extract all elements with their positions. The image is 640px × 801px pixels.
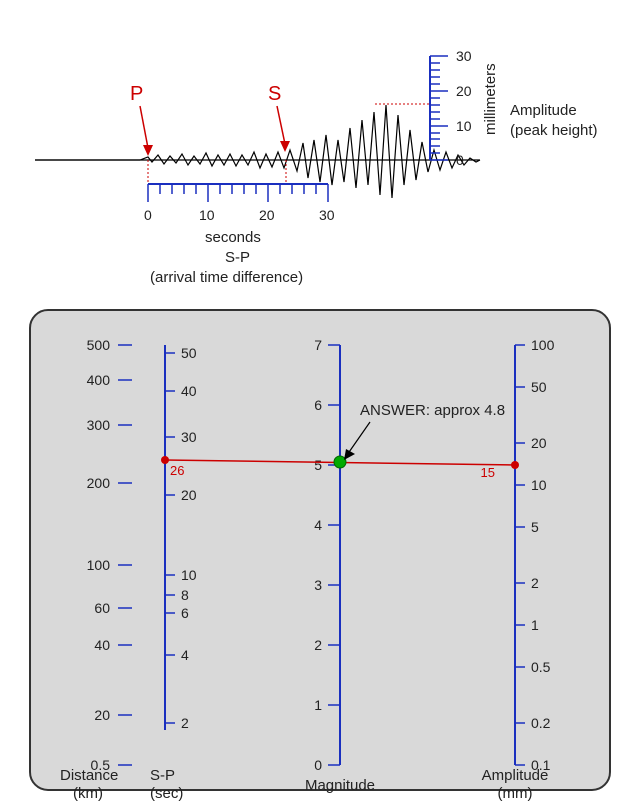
seconds-label: seconds	[205, 229, 261, 246]
svg-text:10: 10	[181, 567, 197, 583]
mm-axis: 0 10 20 30 millimeters	[430, 48, 499, 168]
seconds-axis: 0 10 20 30 seconds S-P (arrival time dif…	[144, 184, 335, 286]
sp-axis-label: S-P	[150, 767, 175, 784]
svg-text:40: 40	[181, 383, 197, 399]
s-wave-label: S	[268, 83, 281, 105]
amplitude-sublabel: (peak height)	[510, 122, 598, 139]
answer-text: ANSWER: approx 4.8	[360, 402, 505, 419]
svg-text:0.2: 0.2	[531, 715, 551, 731]
svg-text:400: 400	[87, 372, 111, 388]
svg-text:0: 0	[456, 152, 464, 168]
svg-text:5: 5	[531, 519, 539, 535]
svg-text:10: 10	[199, 207, 215, 223]
svg-text:300: 300	[87, 417, 111, 433]
svg-text:200: 200	[87, 475, 111, 491]
svg-text:60: 60	[94, 600, 110, 616]
svg-text:40: 40	[94, 637, 110, 653]
sp-value: 26	[170, 463, 184, 478]
svg-text:2: 2	[314, 637, 322, 653]
svg-text:2: 2	[531, 575, 539, 591]
nomogram-figure: 5004003002001006040200.5 50403020108642 …	[0, 300, 640, 801]
sp-sublabel: (arrival time difference)	[150, 269, 303, 286]
svg-text:50: 50	[181, 345, 197, 361]
svg-text:100: 100	[531, 337, 555, 353]
amplitude-axis-label: Amplitude	[482, 767, 549, 784]
svg-text:6: 6	[181, 605, 189, 621]
svg-text:30: 30	[319, 207, 335, 223]
amplitude-label: Amplitude	[510, 102, 577, 119]
svg-text:2: 2	[181, 715, 189, 731]
svg-text:20: 20	[531, 435, 547, 451]
svg-text:3: 3	[314, 577, 322, 593]
svg-text:10: 10	[531, 477, 547, 493]
distance-unit: (km)	[73, 785, 103, 801]
svg-text:10: 10	[456, 118, 472, 134]
svg-text:7: 7	[314, 337, 322, 353]
svg-text:1: 1	[531, 617, 539, 633]
svg-text:0.5: 0.5	[531, 659, 551, 675]
svg-text:20: 20	[456, 83, 472, 99]
p-wave-label: P	[130, 83, 143, 105]
svg-text:4: 4	[181, 647, 189, 663]
answer-point	[334, 456, 346, 468]
svg-text:8: 8	[181, 587, 189, 603]
svg-text:4: 4	[314, 517, 322, 533]
distance-label: Distance	[60, 767, 118, 784]
svg-text:20: 20	[181, 487, 197, 503]
svg-text:30: 30	[181, 429, 197, 445]
svg-text:100: 100	[87, 557, 111, 573]
seismogram-figure: P S 0 10 20 30 millimeters Ampli	[0, 0, 640, 300]
svg-text:50: 50	[531, 379, 547, 395]
mm-axis-label: millimeters	[482, 63, 499, 135]
magnitude-label: Magnitude	[305, 777, 375, 794]
svg-text:30: 30	[456, 48, 472, 64]
svg-text:1: 1	[314, 697, 322, 713]
svg-text:20: 20	[259, 207, 275, 223]
svg-text:0: 0	[144, 207, 152, 223]
sp-axis-unit: (sec)	[150, 785, 183, 801]
sp-label: S-P	[225, 249, 250, 266]
svg-text:0: 0	[314, 757, 322, 773]
svg-text:5: 5	[314, 457, 322, 473]
svg-text:6: 6	[314, 397, 322, 413]
svg-text:20: 20	[94, 707, 110, 723]
amplitude-axis-unit: (mm)	[498, 785, 533, 801]
svg-text:500: 500	[87, 337, 111, 353]
amplitude-value: 15	[481, 465, 495, 480]
